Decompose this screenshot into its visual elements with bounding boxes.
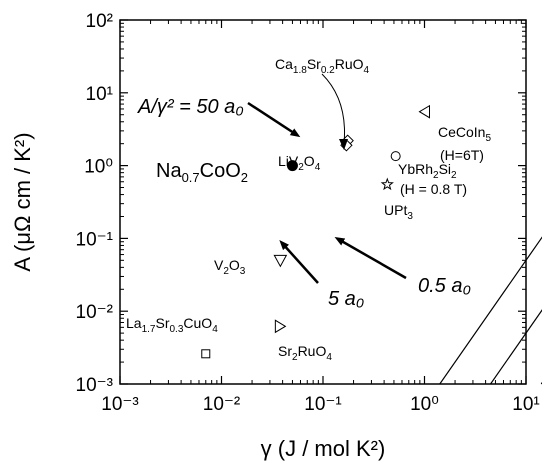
reference-line (490, 309, 542, 385)
reference-lines (439, 236, 542, 385)
y-tick-label: 10⁻³ (76, 375, 114, 396)
label-ca-sr-ruo4: Ca1.8Sr0.2RuO4 (275, 56, 370, 76)
label-upt3: UPt3 (384, 202, 413, 222)
y-tick-label: 10⁻¹ (76, 229, 114, 250)
label-ybrh2si2: YbRh2Si2 (398, 161, 457, 181)
label-la-sr-cuo4: La1.7Sr0.3CuO4 (126, 315, 218, 335)
label-cecoin5: CeCoIn5 (438, 124, 491, 144)
line-label-5: 5 a₀ (328, 288, 364, 310)
y-axis-label: A (μΩ cm / K²) (10, 132, 35, 271)
x-tick-label: 10⁻² (203, 394, 241, 415)
arrow-5 (279, 240, 319, 284)
line-label-0-5: 0.5 a₀ (418, 275, 471, 297)
x-tick-label: 10⁰ (410, 394, 439, 415)
data-point (273, 254, 288, 268)
line-label-50: A/γ² = 50 a₀ (137, 96, 244, 118)
data-point (418, 104, 430, 119)
axis-ticks (119, 19, 527, 385)
axis-tick-labels: 10⁻³ 10⁻² 10⁻¹ 10⁰ 10¹ 10⁻³ 10⁻² 10⁻¹ 10⁰ 10¹ 10² (76, 11, 540, 415)
y-tick-label: 10⁻² (76, 302, 114, 323)
x-tick-label: 10⁻¹ (304, 394, 342, 415)
arrow-0-5 (334, 237, 407, 280)
reference-line (439, 236, 542, 385)
label-cecoin5-field: (H=6T) (440, 147, 484, 163)
x-tick-label: 10¹ (512, 394, 539, 415)
label-sr2ruo4: Sr2RuO4 (278, 343, 332, 363)
data-points (201, 104, 430, 359)
label-ybrh2si2-field: (H = 0.8 T) (400, 181, 467, 197)
label-v2o3: V2O3 (214, 257, 246, 277)
curved-arrow-ca-sr-ruo4 (321, 73, 346, 145)
y-tick-label: 10⁰ (84, 157, 113, 178)
y-tick-label: 10² (86, 11, 113, 32)
data-point (380, 177, 394, 191)
y-tick-label: 10¹ (86, 84, 113, 105)
data-point (390, 151, 401, 162)
curved-arrow-head (339, 139, 348, 150)
label-liv2o4: LiV2O4 (278, 153, 321, 173)
data-point (286, 160, 298, 172)
label-na-coo2: Na0.7CoO2 (156, 160, 248, 185)
data-point (201, 349, 211, 359)
arrow-50 (247, 101, 301, 138)
data-point (274, 319, 287, 334)
x-axis-label: γ (J / mol K²) (261, 436, 386, 461)
x-tick-label: 10⁻³ (101, 394, 139, 415)
